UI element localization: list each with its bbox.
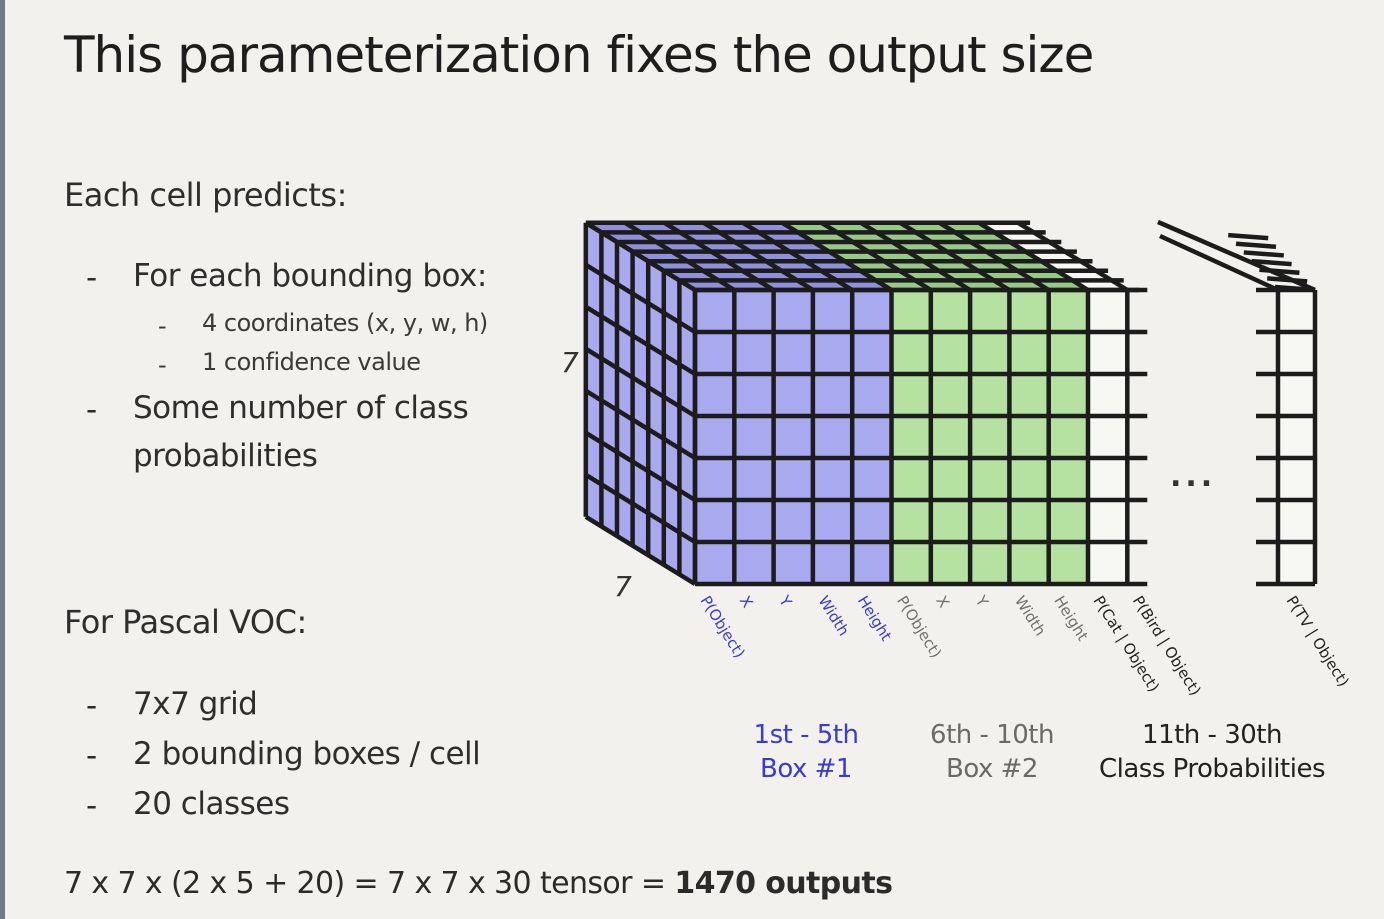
bullet-dash: - [86, 688, 97, 724]
bullet-dash: - [86, 788, 97, 824]
bullet-dash: - [86, 738, 97, 774]
caption-box1: 1st - 5th Box #1 [736, 718, 876, 786]
sub-bullet-dash: - [158, 351, 167, 379]
last-class-column [1278, 290, 1315, 584]
caption-classes-range: 11th - 30th [1142, 720, 1282, 750]
caption-box2: 6th - 10th Box #2 [917, 718, 1067, 786]
formula-result: 1470 outputs [674, 866, 893, 901]
grid-line [584, 262, 697, 334]
caption-box1-range: 1st - 5th [753, 720, 859, 750]
height-label: 7 [561, 346, 579, 379]
column-label: P(TV | Object) [1283, 593, 1353, 690]
grid-line [1243, 250, 1284, 258]
front-column-10 [1048, 290, 1088, 584]
grid-line [1251, 258, 1292, 267]
ellipsis: ... [1170, 459, 1216, 494]
column-label: Y [775, 592, 796, 611]
column-label: X [736, 593, 757, 611]
front-column-8 [970, 290, 1010, 584]
tensor-cube [583, 219, 1318, 587]
grid-line [1228, 232, 1269, 241]
caption-classes-name: Class Probabilities [1099, 754, 1326, 784]
bullet-bounding-box: For each bounding box: [133, 258, 487, 294]
depth-label: 7 [614, 570, 632, 603]
sub-bullet-confidence: 1 confidence value [202, 348, 421, 376]
column-label: Height [854, 593, 896, 645]
front-column-5 [852, 290, 892, 584]
front-column-3 [773, 290, 813, 584]
front-column-1 [695, 290, 735, 584]
bullet-classes: 20 classes [133, 786, 290, 822]
slide-left-edge [0, 0, 5, 919]
grid-line [584, 346, 697, 418]
grid-line [1159, 233, 1279, 293]
column-label: Width [1011, 593, 1049, 640]
grid-line [1235, 241, 1277, 250]
bullet-dash: - [86, 392, 97, 428]
grid-line [584, 430, 697, 502]
sub-bullet-dash: - [158, 312, 167, 340]
grid-line [584, 514, 697, 586]
front-column-7 [930, 290, 971, 584]
column-label: X [932, 593, 953, 611]
bullet-class-probabilities: Some number of class [133, 390, 469, 426]
caption-classes: 11th - 30th Class Probabilities [1092, 718, 1332, 786]
grid-line [584, 388, 697, 460]
cube-top-classes [978, 222, 1128, 290]
formula: 7 x 7 x (2 x 5 + 20) = 7 x 7 x 30 tensor… [64, 866, 893, 901]
grid-line [584, 304, 697, 376]
bullet-boxes-per-cell: 2 bounding boxes / cell [133, 736, 481, 772]
slide-title: This parameterization fixes the output s… [64, 26, 1094, 84]
column-label: Width [815, 593, 853, 640]
formula-text: 7 x 7 x (2 x 5 + 20) = 7 x 7 x 30 tensor… [64, 866, 675, 901]
column-label: Height [1050, 593, 1092, 645]
caption-box2-name: Box #2 [946, 754, 1038, 784]
bullet-class-probabilities-line2: probabilities [133, 438, 318, 474]
front-column-6 [891, 290, 931, 584]
grid-line [1157, 219, 1316, 293]
caption-box1-name: Box #1 [760, 754, 852, 784]
cube-top-box2 [782, 222, 1088, 290]
front-column-9 [1009, 290, 1049, 584]
sub-bullet-coordinates: 4 coordinates (x, y, w, h) [202, 309, 488, 337]
bullet-grid: 7x7 grid [133, 686, 258, 722]
pascal-voc-heading: For Pascal VOC: [64, 603, 307, 641]
caption-box2-range: 6th - 10th [930, 720, 1054, 750]
each-cell-heading: Each cell predicts: [64, 176, 347, 214]
grid-line [584, 472, 697, 544]
front-column-4 [812, 290, 853, 584]
bullet-dash: - [86, 260, 97, 296]
column-label: Y [971, 592, 992, 611]
front-column-11 [1088, 290, 1128, 584]
cube-top-box1 [585, 222, 892, 290]
front-column-2 [734, 290, 774, 584]
